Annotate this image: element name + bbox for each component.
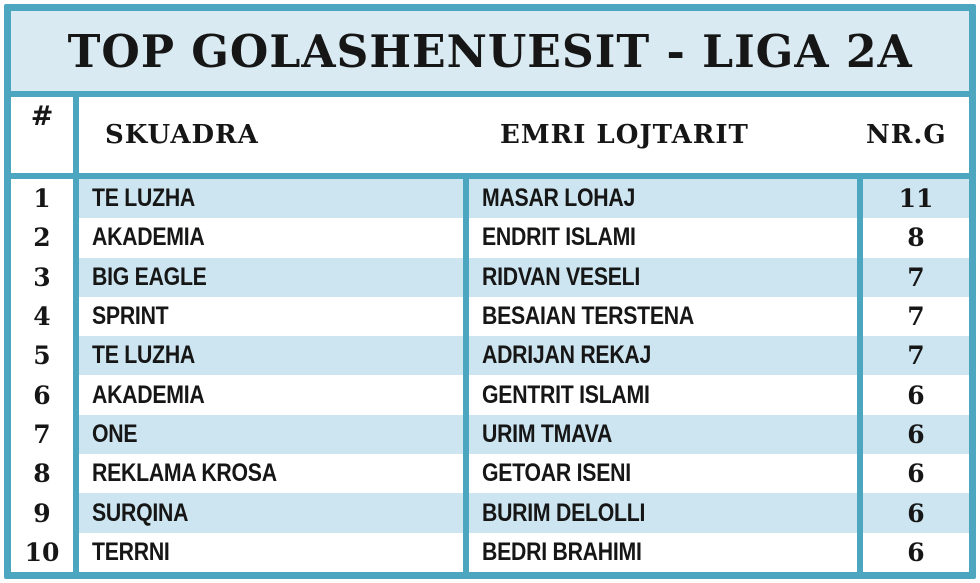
- goals-cell-text: 6: [907, 498, 925, 528]
- player-cell: URIM TMAVA: [463, 414, 857, 455]
- column-header-goals: NR.G: [866, 120, 947, 150]
- rank-cell-text: 5: [33, 341, 51, 371]
- team-cell-text: TE LUZHA: [92, 341, 196, 370]
- rank-header-label: #: [30, 101, 54, 132]
- table-body: 1 TE LUZHA MASAR LOHAJ 11 2 AKADEMIA ENDRIT IS…: [11, 179, 969, 572]
- rank-cell: 9: [11, 493, 73, 533]
- team-cell-text: ONE: [92, 419, 138, 448]
- rank-cell: 1: [11, 179, 73, 219]
- player-cell: GENTRIT ISLAMI: [463, 375, 857, 415]
- team-cell: ONE: [73, 414, 463, 455]
- player-cell-text: BESAIAN TERSTENA: [482, 302, 694, 331]
- team-cell-text: SPRINT: [92, 302, 169, 331]
- rank-cell: 8: [11, 454, 73, 494]
- player-cell: ADRIJAN REKAJ: [463, 336, 857, 376]
- team-cell-text: AKADEMIA: [92, 380, 205, 409]
- goals-cell: 6: [857, 493, 969, 533]
- rank-cell-text: 3: [33, 262, 51, 292]
- player-cell: RIDVAN VESELI: [463, 257, 857, 297]
- rank-cell-text: 10: [24, 537, 60, 567]
- title-band: TOP GOLASHENUESIT - LIGA 2A: [11, 11, 969, 91]
- table-header-row: # SKUADRA EMRI LOJTARIT NR.G: [11, 97, 969, 173]
- goals-cell-text: 6: [907, 459, 925, 489]
- team-cell: TERRNI: [73, 532, 463, 572]
- page-title: TOP GOLASHENUESIT - LIGA 2A: [67, 24, 913, 78]
- merged-header-cell: SKUADRA EMRI LOJTARIT NR.G: [73, 97, 969, 173]
- goals-cell: 7: [857, 257, 969, 297]
- team-cell-text: AKADEMIA: [92, 223, 205, 252]
- player-cell-text: BURIM DELOLLI: [482, 498, 646, 527]
- goals-cell-text: 7: [907, 341, 925, 371]
- player-cell-text: ENDRIT ISLAMI: [482, 223, 636, 252]
- team-cell-text: TERRNI: [92, 537, 170, 566]
- goals-cell-text: 7: [907, 262, 925, 292]
- rank-cell: 3: [11, 257, 73, 297]
- rank-cell-text: 8: [33, 459, 51, 489]
- player-cell: BESAIAN TERSTENA: [463, 296, 857, 337]
- rank-cell-text: 4: [33, 302, 51, 332]
- goals-cell-text: 7: [907, 302, 925, 332]
- rank-cell-text: 7: [33, 419, 51, 449]
- goals-cell: 11: [857, 179, 969, 219]
- rank-cell: 10: [11, 532, 73, 572]
- team-cell: REKLAMA KROSA: [73, 454, 463, 494]
- player-cell-text: MASAR LOHAJ: [482, 184, 636, 213]
- team-cell-text: TE LUZHA: [92, 184, 196, 213]
- rank-cell: 5: [11, 336, 73, 376]
- player-cell-text: GENTRIT ISLAMI: [482, 380, 650, 409]
- column-header-team: SKUADRA: [105, 120, 259, 150]
- player-cell-text: RIDVAN VESELI: [482, 262, 641, 291]
- divider-header-body: [11, 173, 969, 179]
- rank-cell-text: 1: [33, 184, 51, 214]
- team-cell: TE LUZHA: [73, 336, 463, 376]
- player-cell-text: BEDRI BRAHIMI: [482, 537, 642, 566]
- rank-cell-text: 6: [33, 380, 51, 410]
- player-cell: GETOAR ISENI: [463, 454, 857, 494]
- goals-cell-text: 8: [907, 223, 925, 253]
- team-cell: TE LUZHA: [73, 179, 463, 219]
- player-cell: MASAR LOHAJ: [463, 179, 857, 219]
- team-cell: AKADEMIA: [73, 218, 463, 258]
- divider-title-header: [11, 91, 969, 97]
- team-cell: SPRINT: [73, 296, 463, 337]
- player-cell: BEDRI BRAHIMI: [463, 532, 857, 572]
- team-cell-text: SURQINA: [92, 498, 189, 527]
- player-cell: ENDRIT ISLAMI: [463, 218, 857, 258]
- team-cell: AKADEMIA: [73, 375, 463, 415]
- goals-cell: 6: [857, 454, 969, 494]
- rank-cell: 7: [11, 414, 73, 455]
- rank-cell: 4: [11, 296, 73, 337]
- rank-cell-text: 9: [33, 498, 51, 528]
- goals-cell-text: 11: [898, 184, 934, 214]
- column-header-rank: #: [11, 97, 73, 173]
- player-cell-text: URIM TMAVA: [482, 419, 613, 448]
- team-cell: SURQINA: [73, 493, 463, 533]
- goals-cell: 7: [857, 296, 969, 337]
- player-cell-text: ADRIJAN REKAJ: [482, 341, 652, 370]
- goals-cell: 6: [857, 375, 969, 415]
- player-cell-text: GETOAR ISENI: [482, 459, 631, 488]
- table-frame: TOP GOLASHENUESIT - LIGA 2A # SKUADRA EM…: [4, 4, 976, 579]
- goals-cell-text: 6: [907, 537, 925, 567]
- goals-cell: 6: [857, 414, 969, 455]
- goals-cell-text: 6: [907, 419, 925, 449]
- goals-cell: 8: [857, 218, 969, 258]
- player-cell: BURIM DELOLLI: [463, 493, 857, 533]
- goals-cell-text: 6: [907, 380, 925, 410]
- team-cell-text: REKLAMA KROSA: [92, 459, 277, 488]
- rank-cell: 6: [11, 375, 73, 415]
- rank-cell-text: 2: [33, 223, 51, 253]
- goals-cell: 7: [857, 336, 969, 376]
- column-header-player: EMRI LOJTARIT: [500, 120, 749, 150]
- team-cell: BIG EAGLE: [73, 257, 463, 297]
- rank-cell: 2: [11, 218, 73, 258]
- goals-cell: 6: [857, 532, 969, 572]
- team-cell-text: BIG EAGLE: [92, 262, 207, 291]
